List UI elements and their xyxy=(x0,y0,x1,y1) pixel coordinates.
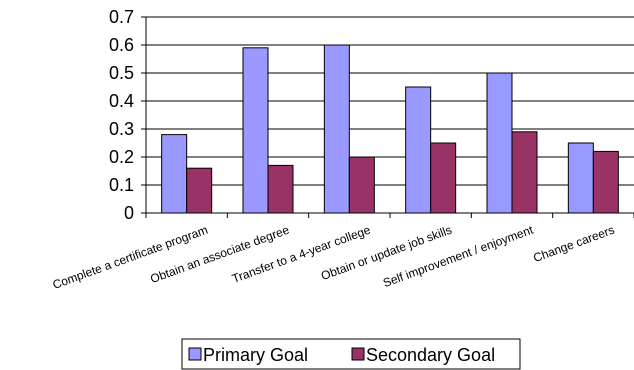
bar-primary xyxy=(486,72,513,214)
axes xyxy=(141,16,634,218)
y-tick-labels: 0 0.1 0.2 0.3 0.4 0.5 0.6 0.7 xyxy=(109,7,134,223)
y-tick-label: 0.1 xyxy=(109,175,134,195)
x-tick-label: Transfer to a 4-year college xyxy=(230,223,373,286)
bar-primary xyxy=(161,134,188,214)
bar-secondary xyxy=(592,150,619,214)
bar-primary xyxy=(323,44,350,214)
bar-secondary xyxy=(186,167,213,214)
y-tick-label: 0.3 xyxy=(109,119,134,139)
y-tick-label: 0.5 xyxy=(109,63,134,83)
y-tick-label: 0.7 xyxy=(109,7,134,27)
x-tick-label: Change careers xyxy=(531,223,616,265)
gridlines xyxy=(146,16,634,186)
bar-secondary xyxy=(267,164,294,214)
y-tick-label: 0.2 xyxy=(109,147,134,167)
legend-swatch-secondary xyxy=(351,347,365,361)
legend-box xyxy=(181,338,521,370)
legend-label-primary: Primary Goal xyxy=(203,345,308,365)
bar-secondary xyxy=(348,156,375,214)
x-tick-label: Obtain an associate degree xyxy=(148,223,291,286)
x-tick-label: Complete a certificate program xyxy=(51,223,210,292)
bar-primary xyxy=(567,142,594,214)
y-tick-label: 0.4 xyxy=(109,91,134,111)
bar-primary xyxy=(405,86,432,214)
bars-group xyxy=(161,44,619,214)
legend-swatch-primary xyxy=(188,347,202,361)
legend: Primary Goal Secondary Goal xyxy=(181,338,521,370)
x-tick-label: Self improvement / enjoyment xyxy=(381,222,536,290)
bar-primary xyxy=(242,47,269,214)
y-tick-label: 0.6 xyxy=(109,35,134,55)
bar-secondary xyxy=(511,131,538,214)
legend-label-secondary: Secondary Goal xyxy=(366,345,495,365)
y-tick-label: 0 xyxy=(124,203,134,223)
bar-secondary xyxy=(430,142,457,214)
